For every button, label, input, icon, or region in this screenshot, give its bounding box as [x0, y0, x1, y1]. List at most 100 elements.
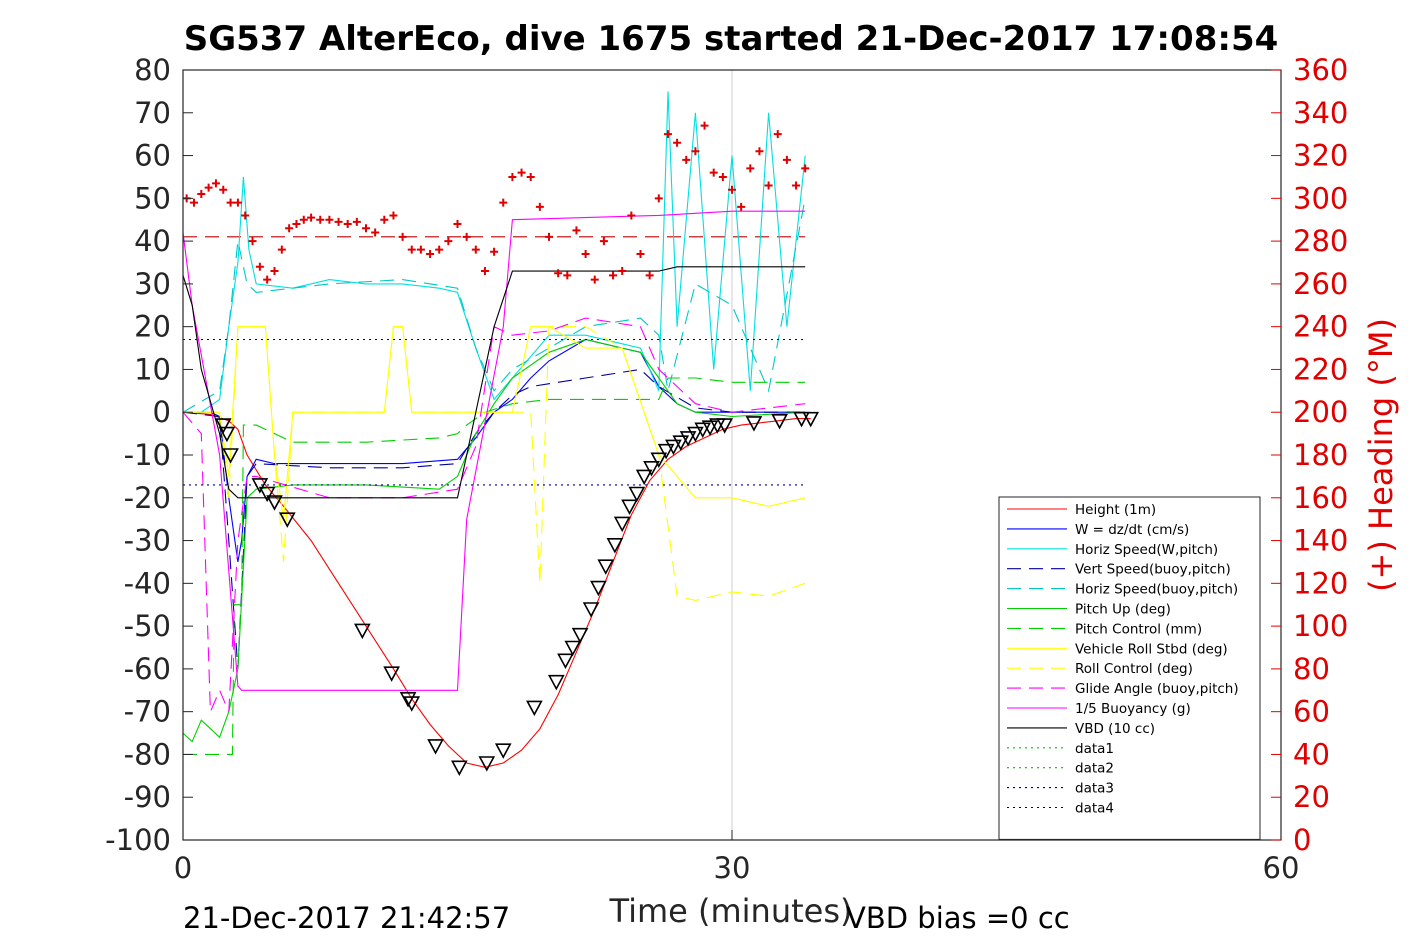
heading-point [204, 183, 213, 192]
heading-point [407, 245, 416, 254]
triangle-marker [793, 411, 810, 428]
triangle-marker [547, 674, 565, 691]
heading-point [352, 217, 361, 226]
heading-point [599, 237, 608, 246]
triangle-marker [582, 602, 600, 618]
triangle-marker [628, 486, 646, 503]
heading-point [737, 202, 746, 211]
triangle-markers [214, 411, 820, 776]
heading-point [362, 224, 370, 233]
heading-point [709, 168, 718, 177]
series-line-2 [183, 91, 806, 413]
legend-entry-label: W = dz/dt (cm/s) [1075, 522, 1189, 538]
triangle-marker [564, 640, 582, 657]
triangle-marker [383, 666, 400, 682]
triangle-marker [590, 580, 607, 597]
heading-point [299, 215, 308, 224]
heading-point [654, 194, 663, 203]
heading-point [233, 198, 242, 207]
heading-point [462, 232, 471, 241]
heading-point [782, 155, 791, 164]
triangle-marker [771, 413, 788, 430]
left-tick-label: 80 [134, 53, 171, 87]
right-tick-label: 40 [1293, 737, 1330, 771]
heading-point [270, 267, 279, 276]
triangle-marker [687, 426, 704, 443]
left-tick-label: -60 [124, 652, 171, 686]
heading-point [700, 121, 709, 130]
left-tick-label: -90 [124, 780, 171, 814]
heading-point [371, 228, 380, 237]
triangle-marker [478, 756, 496, 772]
triangle-marker [214, 418, 232, 434]
heading-point [226, 198, 235, 207]
legend-entry-label: VBD (10 cc) [1075, 721, 1155, 737]
series-line-9 [182, 317, 806, 712]
left-tick-label: 60 [134, 139, 171, 173]
heading-point [636, 249, 645, 258]
left-tick-label: 40 [134, 224, 171, 258]
right-tick-label: 60 [1293, 695, 1330, 729]
right-tick-label: 220 [1293, 352, 1348, 386]
triangle-marker [621, 499, 638, 516]
heading-point [673, 138, 682, 147]
heading-point [334, 217, 343, 226]
triangle-marker [650, 452, 668, 468]
triangle-marker [427, 739, 444, 755]
triangle-marker [403, 696, 421, 712]
heading-point [609, 271, 618, 280]
heading-point [764, 181, 773, 190]
heading-point [535, 202, 544, 211]
heading-point [792, 181, 801, 190]
triangle-marker [802, 411, 820, 428]
triangle-marker [694, 422, 712, 439]
heading-point [728, 185, 736, 194]
triangle-marker [222, 448, 239, 464]
heading-point [219, 185, 228, 194]
right-tick-label: 100 [1293, 609, 1348, 643]
left-tick-label: 20 [134, 310, 171, 344]
heading-point [389, 211, 398, 220]
heading-point [572, 226, 581, 235]
triangle-marker [494, 743, 512, 759]
triangle-marker [597, 559, 615, 575]
triangle-marker [716, 418, 734, 434]
heading-point [499, 198, 508, 207]
heading-point [416, 245, 425, 254]
x-axis-ticks: 0 30 60 [174, 830, 1299, 885]
left-tick-label: -10 [124, 438, 171, 472]
left-tick-label: -80 [124, 737, 171, 771]
heading-point [307, 213, 316, 222]
series-line-4 [182, 198, 806, 413]
left-tick-label: -50 [124, 609, 171, 643]
heading-point [663, 130, 672, 139]
triangle-marker [672, 435, 690, 451]
heading-point [773, 130, 782, 139]
heading-point [453, 220, 462, 228]
right-tick-label: 160 [1293, 481, 1348, 515]
triangle-marker [643, 461, 660, 477]
left-tick-label: 0 [153, 395, 171, 429]
heading-point [471, 245, 480, 254]
heading-point [292, 220, 301, 228]
heading-point [197, 190, 206, 199]
triangle-marker [745, 416, 763, 432]
legend-entry-label: Pitch Control (mm) [1075, 621, 1202, 637]
triangle-marker [679, 431, 697, 447]
triangle-marker [635, 469, 653, 486]
heading-point [380, 215, 389, 224]
legend-entry-label: Vert Speed(buoy,pitch) [1075, 562, 1231, 578]
triangle-marker [657, 443, 675, 460]
heading-point [426, 249, 435, 258]
triangle-marker [278, 512, 296, 528]
triangle-marker [266, 495, 283, 511]
heading-point [691, 147, 700, 156]
heading-point [480, 267, 489, 276]
left-tick-label: -30 [124, 524, 171, 558]
right-tick-label: 300 [1293, 181, 1348, 215]
left-tick-label: -70 [124, 695, 171, 729]
legend-entry-label: data1 [1075, 741, 1114, 757]
right-tick-label: 120 [1293, 566, 1348, 600]
heading-point [211, 179, 220, 188]
